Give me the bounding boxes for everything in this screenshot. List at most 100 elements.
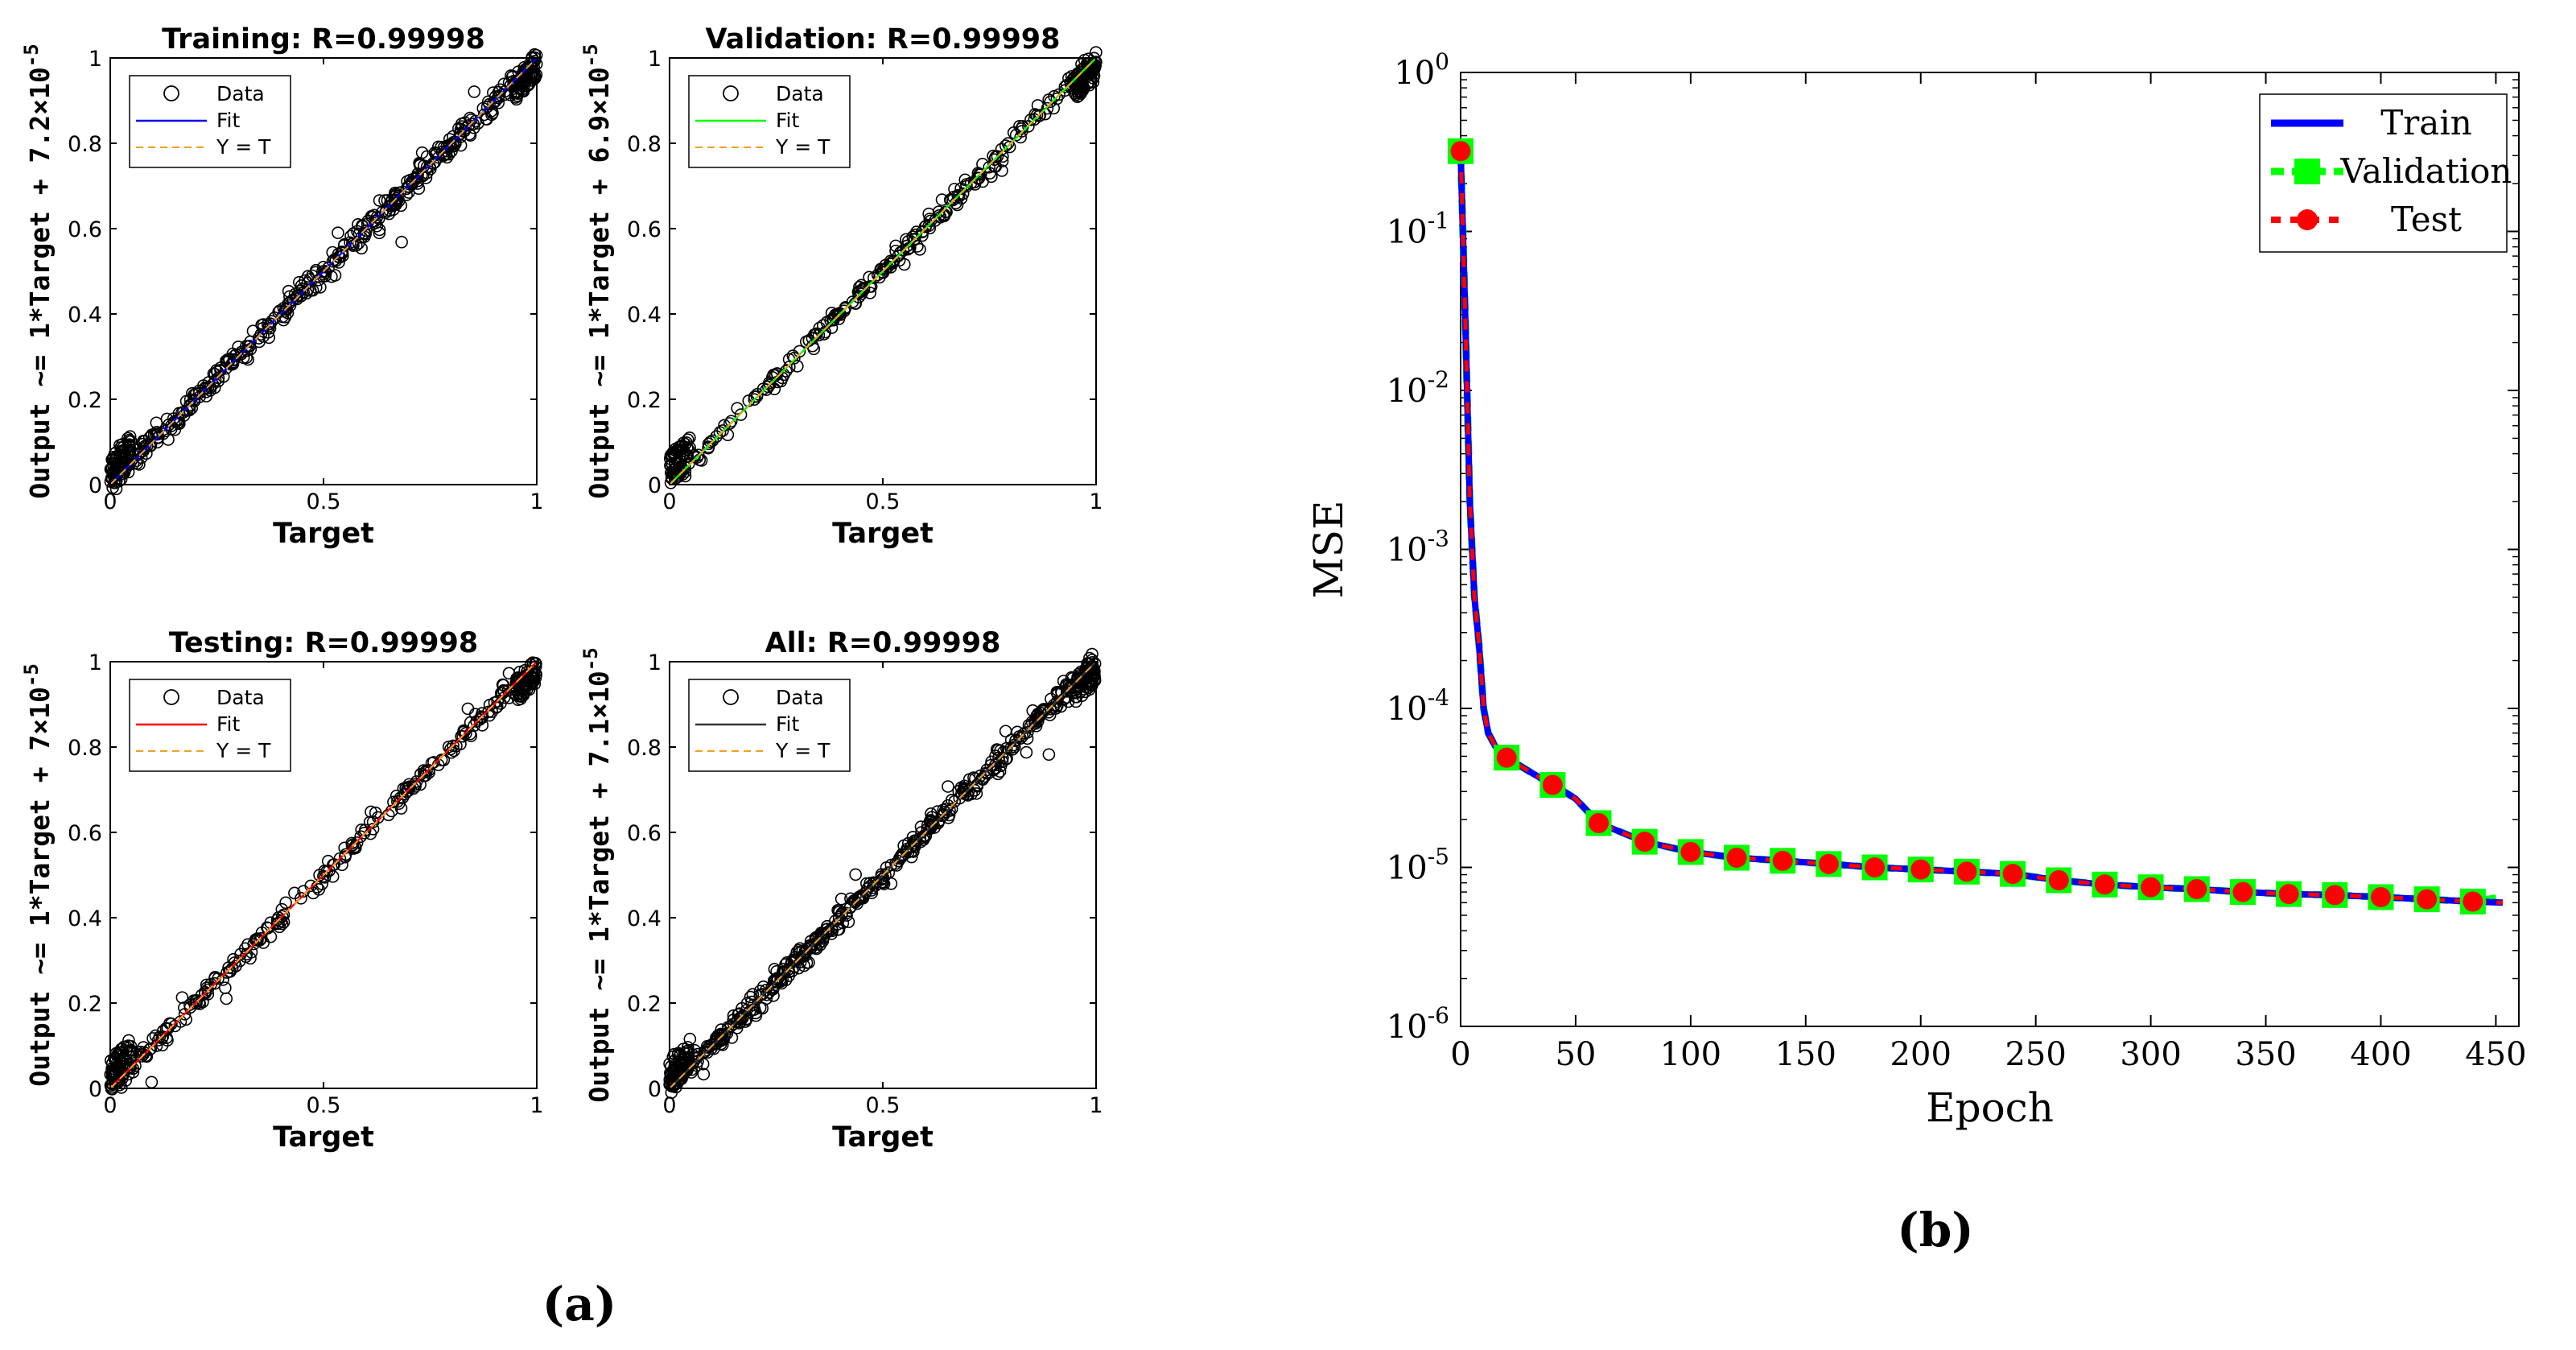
legend-data-marker	[723, 85, 739, 101]
test-marker	[2463, 891, 2483, 912]
data-point	[942, 780, 954, 793]
y-axis-label-text: Output ~= 1*Target + 7.1×10	[583, 671, 615, 1102]
data-point	[851, 285, 865, 299]
data-point	[914, 820, 928, 833]
x-tick-label: 0	[1450, 1036, 1470, 1073]
x-axis-label: Target	[832, 518, 934, 550]
data-point	[370, 219, 384, 233]
data-point	[414, 159, 427, 172]
data-point	[241, 353, 254, 366]
data-point	[483, 698, 497, 712]
data-point	[365, 805, 377, 819]
data-point	[422, 763, 435, 777]
data-point	[913, 243, 926, 256]
y-axis-label: Output ~= 1*Target + 7.1×10-5	[579, 647, 615, 1102]
x-tick-label: 1	[1089, 1093, 1103, 1118]
data-point	[496, 678, 509, 692]
y-tick-label: 10-1	[1387, 208, 1449, 251]
y-axis-label-text: Output ~= 1*Target + 7×10	[24, 687, 56, 1087]
data-point	[366, 823, 380, 836]
legend: Data Fit Y = T	[688, 679, 851, 772]
y-tick-exponent: -4	[1428, 684, 1449, 711]
data-point	[488, 94, 502, 107]
data-point	[835, 892, 848, 906]
data-point	[428, 146, 442, 159]
data-point	[457, 725, 470, 739]
data-point	[288, 886, 301, 900]
legend-box	[129, 679, 291, 772]
data-point	[357, 226, 371, 240]
data-point	[408, 778, 422, 791]
y-tick-label: 0	[89, 1077, 102, 1102]
data-point	[370, 211, 384, 224]
legend-entry: Data	[216, 686, 265, 709]
x-tick-label: 1	[530, 489, 543, 514]
y-tick-label: 0.6	[627, 217, 662, 242]
ideal-line	[669, 57, 1097, 485]
data-point	[1009, 128, 1023, 142]
x-tick-label: 0	[662, 1093, 676, 1118]
data-point	[293, 288, 306, 302]
data-point	[995, 142, 1008, 156]
data-point	[309, 263, 323, 277]
legend-entry: Train	[2380, 103, 2472, 142]
data-point	[336, 858, 348, 872]
test-marker	[1726, 848, 1747, 869]
test-marker	[2048, 869, 2069, 890]
data-point	[702, 437, 715, 451]
panel-a-regression-plots: 0 0.5 1 0 0.2 0.4 0.6 0.8 1 Training: R=0.99998 Ta…	[20, 23, 1103, 1154]
test-marker	[1956, 861, 1977, 882]
data-point	[313, 869, 326, 881]
data-point	[769, 369, 782, 382]
panel-a-label: (a)	[542, 1277, 616, 1331]
data-point	[943, 804, 956, 817]
data-point	[344, 229, 357, 243]
data-point	[1031, 715, 1045, 728]
data-point	[221, 966, 233, 979]
legend: Train Validation Test	[2259, 93, 2512, 253]
data-point	[1074, 85, 1088, 98]
x-tick-label: 250	[2005, 1036, 2066, 1073]
data-point	[207, 367, 221, 381]
data-point	[917, 225, 929, 238]
data-point	[321, 854, 335, 868]
data-point	[897, 258, 911, 271]
data-point	[1007, 126, 1020, 139]
data-point	[458, 725, 472, 737]
y-tick-label: 100	[1394, 48, 1449, 92]
data-point	[723, 417, 736, 430]
data-point	[137, 1047, 150, 1061]
x-tick-label: 50	[1555, 1036, 1596, 1073]
y-tick-base: 10	[1387, 214, 1428, 251]
legend-validation-marker	[2294, 159, 2320, 184]
data-point	[518, 679, 532, 692]
data-point	[395, 235, 408, 249]
data-point	[995, 164, 1008, 177]
data-point	[107, 460, 121, 473]
legend: Data Fit Y = T	[688, 75, 851, 168]
data-point	[1071, 676, 1085, 690]
data-point	[1004, 741, 1017, 754]
data-point	[952, 190, 966, 204]
data-point	[440, 139, 454, 153]
data-point	[884, 254, 897, 268]
test-marker	[1818, 853, 1839, 874]
data-point	[892, 852, 906, 865]
x-tick-label: 0	[662, 489, 676, 514]
data-point	[152, 431, 165, 444]
data-point	[167, 415, 181, 428]
data-point	[931, 805, 944, 818]
data-point	[388, 194, 402, 208]
test-marker	[2002, 864, 2023, 885]
data-point	[1035, 707, 1049, 720]
y-tick-exponent: -6	[1428, 1002, 1449, 1029]
data-point	[852, 291, 865, 303]
data-point	[933, 814, 946, 827]
data-point	[849, 868, 862, 881]
data-point	[339, 850, 352, 864]
data-point	[714, 1034, 727, 1047]
data-point	[517, 78, 531, 92]
x-tick-label: 0	[103, 1093, 117, 1118]
data-point	[382, 207, 396, 221]
y-tick-label: 0.2	[627, 992, 662, 1017]
